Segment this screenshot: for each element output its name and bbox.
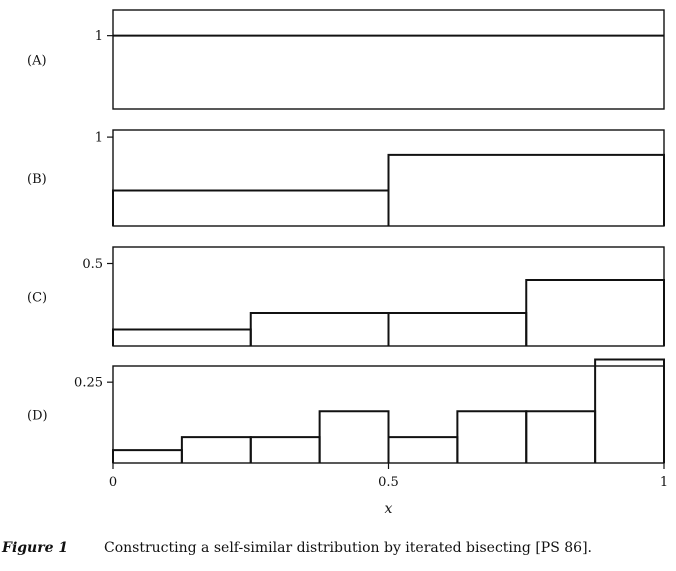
panel-label-d: (D) [27,409,48,424]
panel-d-bar-7 [525,410,597,463]
panel-d-bar-8 [594,358,665,463]
x-tick-label-1: 0 [109,475,117,490]
panel-c-bar-4 [525,279,665,346]
panel-d-bar-4 [318,410,390,463]
x-tick-label-3: 1 [660,475,668,490]
panel-b-y-tick-label: 1 [95,131,103,146]
panel-a-frame [112,9,665,110]
panel-label-a: (A) [27,54,47,69]
panel-d-bar-3 [249,436,321,463]
panel-c-bar-2 [249,312,390,346]
caption-text: Constructing a self-similar distribution… [104,540,592,556]
panel-label-b: (B) [27,172,47,187]
panel-b-bar-2 [387,153,665,226]
panel-c-bar-1 [112,328,252,346]
panel-d-y-tick-label: 0.25 [74,376,103,391]
panel-b-bar-1 [112,189,390,226]
panel-label-c: (C) [27,291,47,306]
panel-d-bar-2 [180,436,252,463]
panel-c-bar-3 [387,312,528,346]
panel-a-y-tick-label: 1 [95,29,103,44]
x-axis-label: x [385,501,393,517]
panel-c-y-tick-label: 0.5 [82,257,103,272]
panel-d-bar-6 [456,410,528,463]
panel-d-bar-5 [387,436,459,463]
caption-figure-label: Figure 1 [2,540,69,556]
panel-d-bar-1 [112,449,183,463]
x-tick-label-2: 0.5 [378,475,399,490]
